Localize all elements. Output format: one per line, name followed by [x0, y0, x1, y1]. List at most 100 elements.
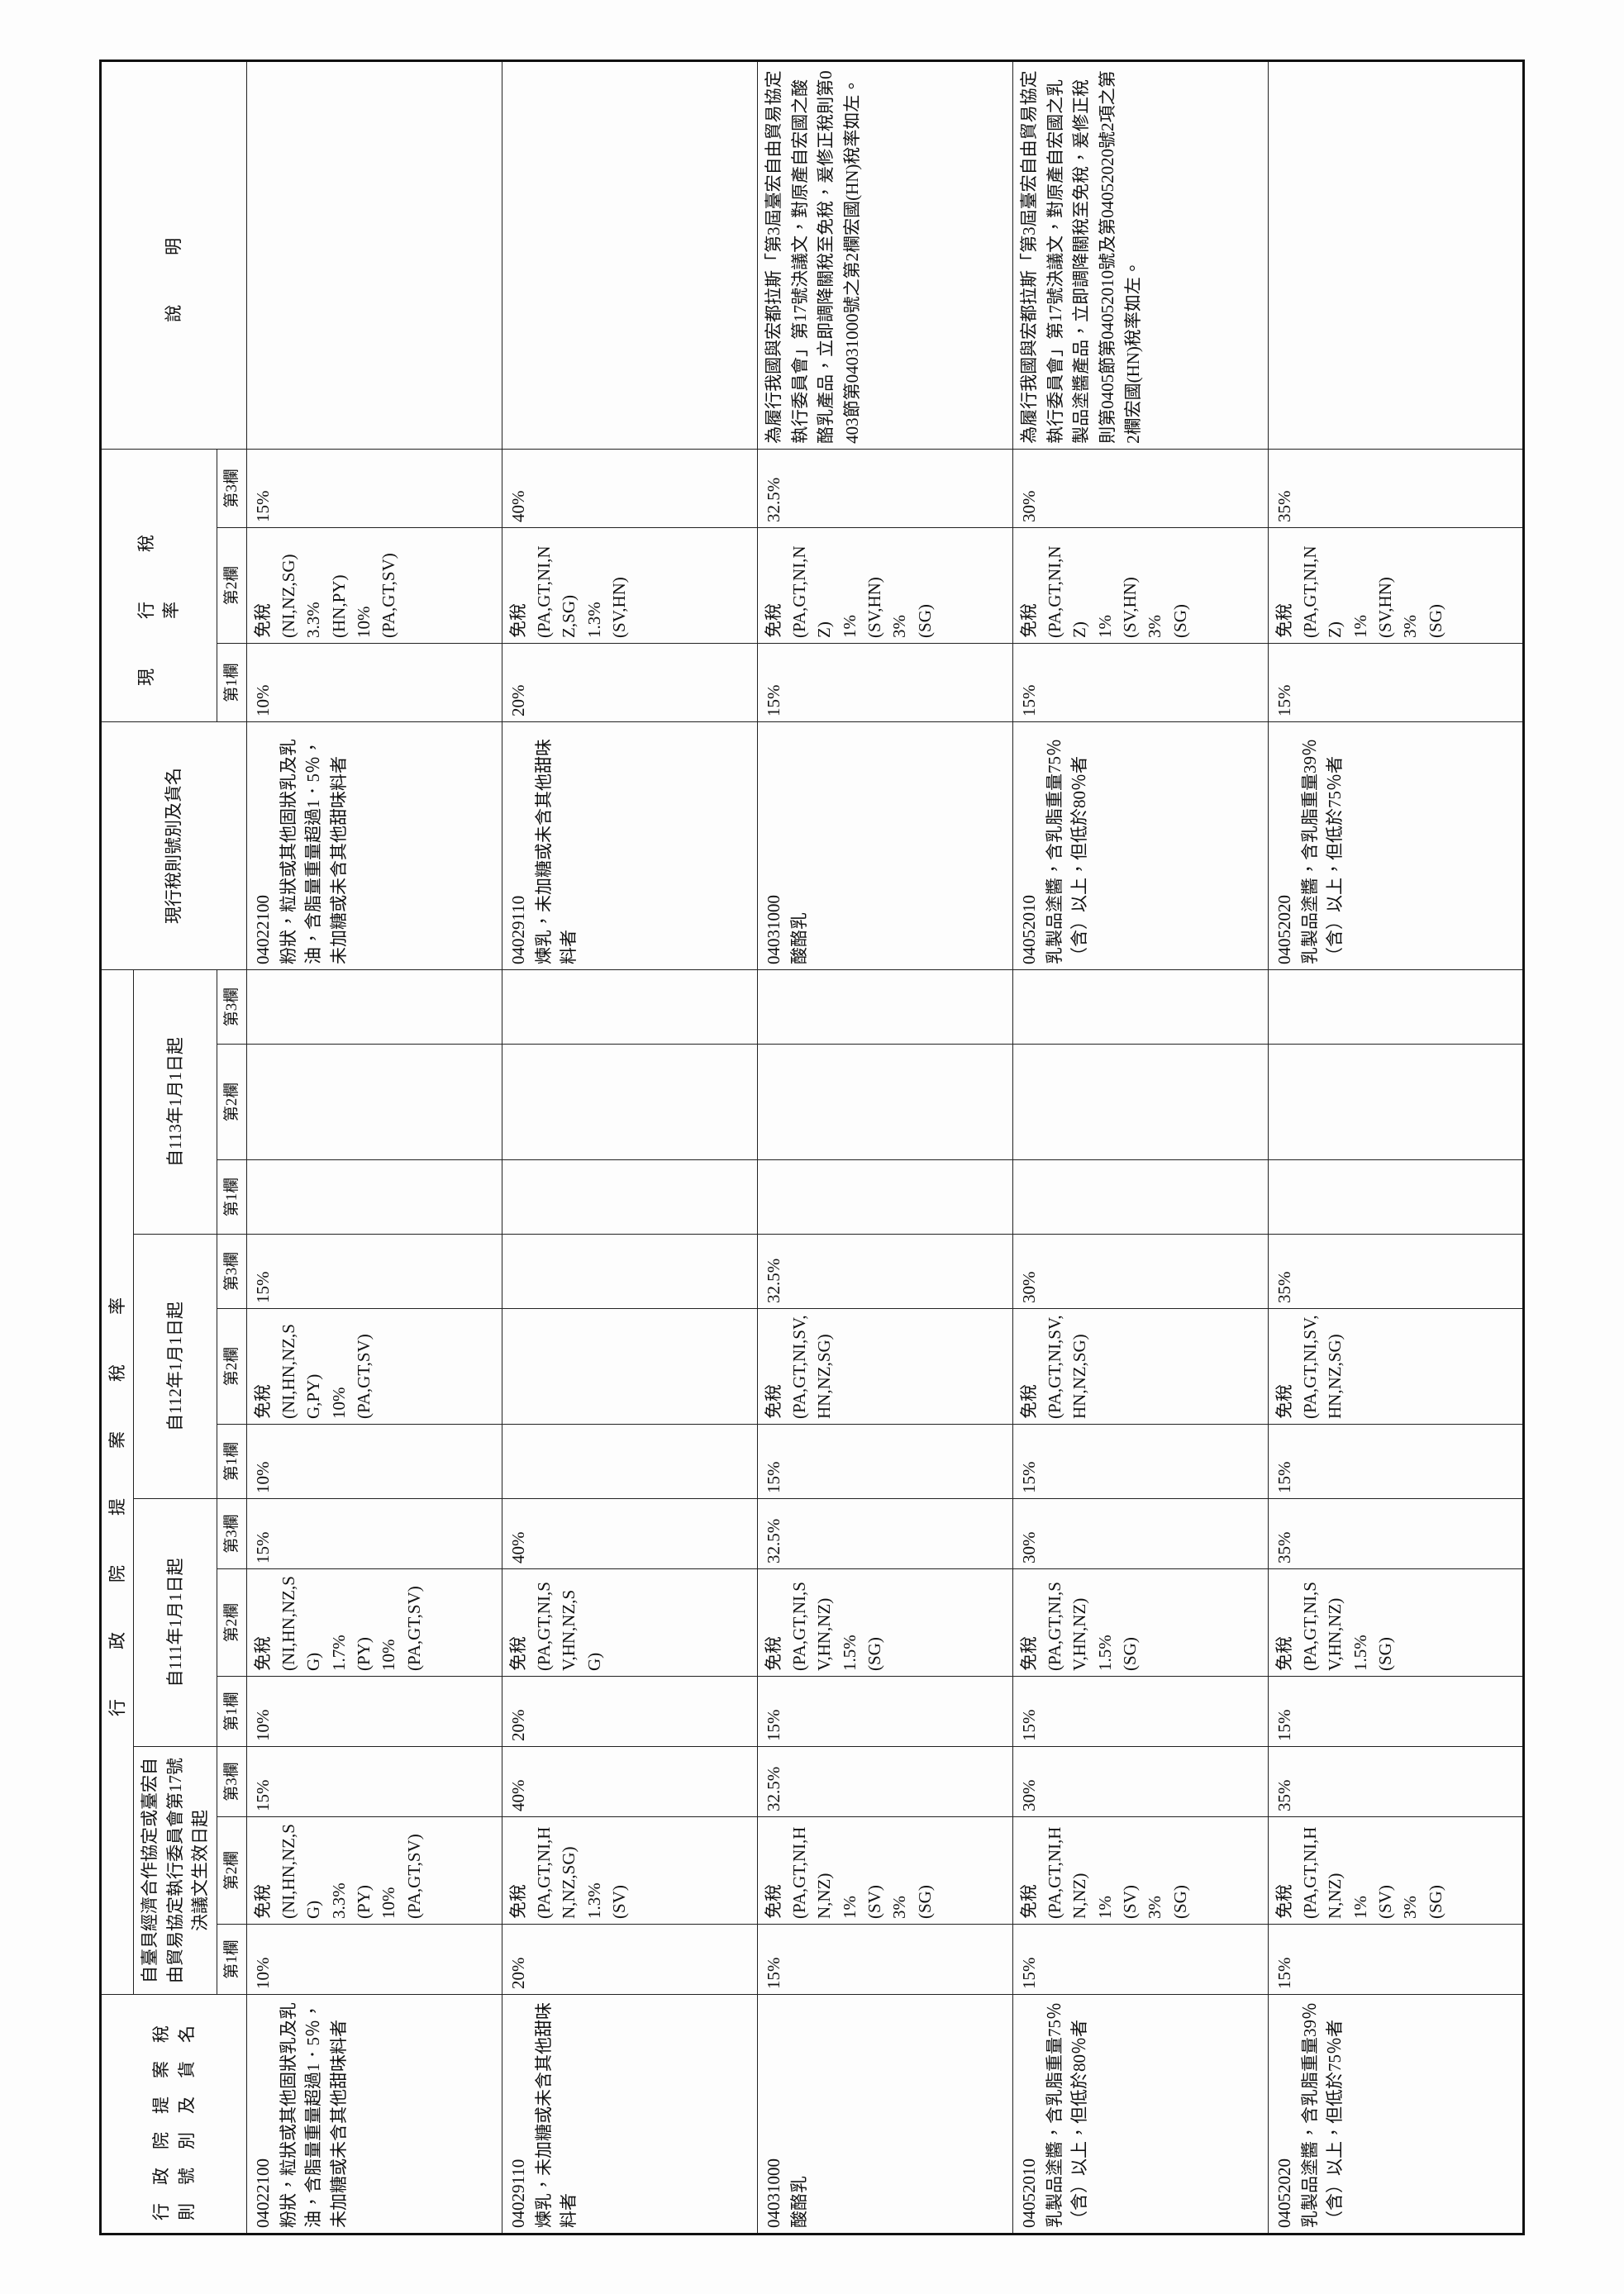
- rate-line: (PA,GT,NI,SV,HN,NZ): [1044, 1582, 1090, 1671]
- rate-line: 3.3%: [303, 602, 324, 638]
- rate-cell: [246, 1159, 502, 1235]
- period-header: 自112年1月1日起: [133, 1234, 217, 1499]
- note-cell: [1268, 60, 1524, 450]
- item-name: 煉乳，未加糖或未含其他甜味料者: [533, 738, 579, 964]
- column-label: 第1欄: [217, 1159, 247, 1235]
- rate-line: 3%: [889, 614, 910, 638]
- rate-line: 30%: [1019, 490, 1040, 522]
- rate-cell: 40%: [502, 1746, 758, 1817]
- rate-cell: 10%: [246, 1676, 502, 1747]
- rate-cell: [502, 969, 758, 1045]
- column-label: 第1欄: [217, 1924, 247, 1995]
- rate-line: (PA,GT,SV): [379, 553, 399, 638]
- rate-line: 30%: [1019, 1271, 1040, 1304]
- rate-cell: 免稅 (PA,GT,NI,SV,HN,NZ) 1.5% (SG): [757, 1568, 1013, 1677]
- tariff-code: 04031000: [764, 894, 784, 964]
- rate-cell: 35%: [1268, 449, 1524, 528]
- rate-line: (SG): [1425, 1885, 1445, 1919]
- tariff-table: 行政院提案稅則號別及貨名 行政院提案稅率 現行稅則號別及貨名 現行稅率 說明 自臺貝經濟合…: [99, 59, 1526, 2235]
- rate-cell: 免稅 (PA,GT,NI,NZ) 1% (SV,HN) 3% (SG): [757, 527, 1013, 644]
- rate-line: 40%: [508, 490, 529, 522]
- header-cell: 行政院提案稅則號別及貨名: [100, 1994, 247, 2235]
- rate-cell: 32.5%: [757, 1234, 1013, 1309]
- rate-line: 免稅: [1019, 602, 1040, 638]
- rate-cell: 15%: [246, 1498, 502, 1569]
- rate-line: 免稅: [1274, 1384, 1295, 1419]
- rate-line: (SG): [1120, 1637, 1141, 1671]
- rotated-sheet: 行政院提案稅則號別及貨名 行政院提案稅率 現行稅則號別及貨名 現行稅率 說明 自臺貝經濟合…: [99, 59, 1526, 2235]
- item-cell: 04022100 粉狀，粒狀或其他固狀乳及乳油，含脂量重量超過1．5％，未加糖或未…: [246, 1994, 502, 2235]
- rate-cell: 10%: [246, 1924, 502, 1995]
- rate-line: 1%: [1350, 1896, 1370, 1919]
- rate-line: 35%: [1274, 1779, 1295, 1812]
- rate-line: 免稅: [253, 602, 274, 638]
- rate-line: 20%: [508, 1957, 529, 1990]
- item-cell: 04029110 煉乳，未加糖或未含其他甜味料者: [502, 1994, 758, 2235]
- rate-cell: [502, 1424, 758, 1499]
- rate-cell: 免稅 (PA,GT,NI,HN,NZ) 1% (SV) 3% (SG): [1268, 1816, 1524, 1925]
- rate-line: 30%: [1019, 1779, 1040, 1812]
- rate-cell: 15%: [1012, 1676, 1269, 1747]
- rate-cell: [502, 1159, 758, 1235]
- rate-line: 免稅: [1019, 1636, 1040, 1671]
- rate-cell: 30%: [1012, 1498, 1269, 1569]
- rate-line: 3%: [1400, 614, 1421, 638]
- rate-line: (PA,GT,NI,SV,HN,NZ,SG): [1044, 1315, 1090, 1419]
- rate-line: 15%: [1019, 1461, 1040, 1494]
- rate-line: 免稅: [764, 602, 784, 638]
- period-header: 自臺貝經濟合作協定或臺宏自由貿易協定執行委員會第17號決議文生效日起: [133, 1746, 217, 1995]
- rate-cell: [757, 969, 1013, 1045]
- rate-cell: 免稅 (NI,HN,NZ,SG,PY) 10% (PA,GT,SV): [246, 1308, 502, 1425]
- rate-line: (PA,GT,NI,HN,NZ): [788, 1826, 835, 1919]
- rate-line: 32.5%: [764, 1766, 784, 1811]
- rate-cell: 32.5%: [757, 449, 1013, 528]
- note-text: 為履行我國與宏都拉斯「第3屆臺宏自由貿易協定執行委員會」第17號決議文，對原產自…: [1019, 70, 1144, 444]
- rate-line: 1.3%: [583, 1882, 604, 1919]
- rate-cell: 免稅 (PA,GT,NI,SV,HN,NZ,SG): [757, 1308, 1013, 1425]
- rate-line: (PA,GT,NI,SV,HN,NZ): [1299, 1582, 1345, 1671]
- column-label: 第2欄: [217, 1044, 247, 1160]
- rate-line: (SV,HN): [609, 577, 630, 638]
- rate-line: (NI,NZ,SG): [278, 554, 298, 638]
- rate-line: 10%: [253, 684, 274, 716]
- item-name: 乳製品塗醬，含乳脂重量75％（含）以上，但低於80％者: [1044, 738, 1090, 964]
- rate-line: (HN,PY): [328, 574, 349, 638]
- item-name: 乳製品塗醬，含乳脂重量39％（含）以上，但低於75％者: [1299, 2002, 1345, 2228]
- column-label: 第1欄: [217, 643, 247, 722]
- rate-line: 35%: [1274, 1271, 1295, 1304]
- rate-line: 15%: [1019, 684, 1040, 716]
- rate-line: (PY): [354, 1885, 374, 1919]
- data-row: 04022100 粉狀，粒狀或其他固狀乳及乳油，含脂量重量超過1．5％，未加糖或未…: [246, 60, 502, 2235]
- rate-line: (PA,GT,NI,SV,HN,NZ,SG): [788, 1315, 835, 1419]
- header-cell: 說明: [100, 60, 247, 450]
- rate-cell: [1012, 1159, 1269, 1235]
- rate-line: 10%: [354, 606, 374, 638]
- rate-cell: 10%: [246, 643, 502, 722]
- rate-line: (SV): [864, 1885, 885, 1919]
- rate-cell: 15%: [757, 643, 1013, 722]
- rate-line: (PA,GT,NI,SV,HN,NZ,SG): [533, 1582, 604, 1671]
- rate-line: 15%: [1274, 1461, 1295, 1494]
- rate-cell: 30%: [1012, 1234, 1269, 1309]
- item-name: 酸酪乳: [788, 911, 809, 964]
- rate-line: 1%: [1094, 614, 1115, 638]
- rate-line: 15%: [1274, 684, 1295, 716]
- rate-line: 免稅: [253, 1384, 274, 1419]
- rate-line: 15%: [764, 684, 784, 716]
- rate-line: 1.5%: [1094, 1635, 1115, 1671]
- rate-cell: 免稅 (PA,GT,NI,SV,HN,NZ,SG): [1012, 1308, 1269, 1425]
- column-label: 第2欄: [217, 1568, 247, 1677]
- rate-line: (PA,GT,NI,HN,NZ): [1299, 1826, 1345, 1919]
- rate-line: 10%: [253, 1709, 274, 1742]
- rate-line: (SV,HN): [1120, 577, 1141, 638]
- rate-cell: [1268, 1159, 1524, 1235]
- item-name: 粉狀，粒狀或其他固狀乳及乳油，含脂量重量超過1．5％，未加糖或未含其他甜味料者: [278, 738, 349, 964]
- tariff-code: 04029110: [508, 895, 529, 964]
- rate-cell: 15%: [757, 1424, 1013, 1499]
- rate-line: 32.5%: [764, 1518, 784, 1563]
- rate-line: 32.5%: [764, 1258, 784, 1303]
- rate-cell: 20%: [502, 1676, 758, 1747]
- rate-line: 1%: [839, 1896, 860, 1919]
- rate-cell: [246, 969, 502, 1045]
